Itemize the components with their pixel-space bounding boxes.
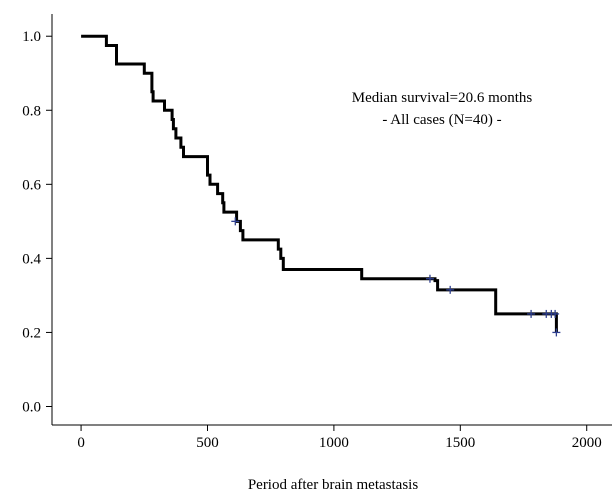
x-axis-title: Period after brain metastasis — [248, 477, 419, 493]
x-tick-label: 0 — [77, 435, 85, 451]
ticks: 0 500 1000 1500 2000 0.0 0.2 0.4 0.6 0.8 1.0 — [22, 29, 601, 451]
censor-mark — [446, 285, 455, 294]
survival-curve — [81, 34, 558, 333]
x-tick-label: 1000 — [319, 435, 349, 451]
y-tick-label: 0.6 — [22, 177, 41, 193]
y-tick-label: 0.2 — [22, 325, 41, 341]
axes — [51, 14, 612, 426]
censor-mark — [425, 274, 434, 283]
y-tick-label: 0.8 — [22, 103, 41, 119]
y-tick-label: 0.0 — [22, 399, 41, 415]
y-tick-label: 0.4 — [22, 251, 41, 267]
censor-mark — [552, 328, 561, 337]
annotation-cases: - All cases (N=40) - — [382, 112, 501, 128]
x-tick-label: 1500 — [445, 435, 475, 451]
annotation-median: Median survival=20.6 months — [352, 90, 533, 106]
censor-layer — [231, 217, 561, 337]
censor-mark — [551, 309, 560, 318]
censor-mark — [231, 217, 240, 226]
y-tick-label: 1.0 — [22, 29, 41, 45]
censor-mark — [527, 309, 536, 318]
x-tick-label: 2000 — [572, 435, 602, 451]
curve-layer — [81, 34, 558, 333]
x-tick-label: 500 — [196, 435, 219, 451]
